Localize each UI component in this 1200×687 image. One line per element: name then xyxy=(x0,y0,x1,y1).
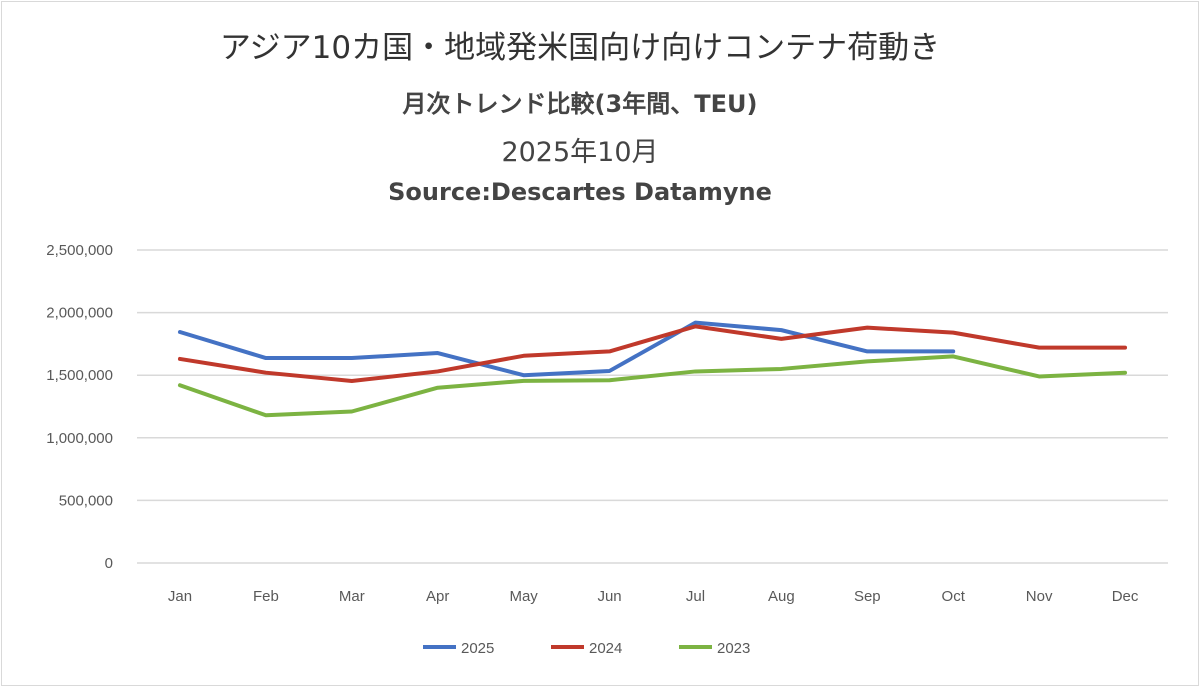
y-tick-label: 0 xyxy=(105,555,113,572)
x-tick-label: Sep xyxy=(854,588,881,605)
x-tick-label: Jul xyxy=(686,588,705,605)
y-tick-label: 1,000,000 xyxy=(46,430,113,447)
series-line-2025 xyxy=(177,320,956,378)
legend-label: 2025 xyxy=(461,640,494,657)
y-tick-label: 2,500,000 xyxy=(46,242,113,259)
series-line-2023 xyxy=(177,354,1128,418)
y-tick-label: 2,000,000 xyxy=(46,305,113,322)
x-tick-label: Oct xyxy=(942,588,966,605)
x-tick-label: Nov xyxy=(1026,588,1053,605)
chart-title: アジア10カ国・地域発米国向け向けコンテナ荷動き xyxy=(219,30,941,66)
x-tick-label: Mar xyxy=(339,588,365,605)
chart-date: 2025年10月 xyxy=(501,137,659,168)
chart-source: Source:Descartes Datamyne xyxy=(388,178,772,206)
x-tick-label: May xyxy=(509,588,538,605)
series-line-2024 xyxy=(177,324,1128,383)
x-tick-label: Jan xyxy=(168,588,192,605)
x-tick-label: Jun xyxy=(597,588,621,605)
legend-label: 2023 xyxy=(717,640,750,657)
x-tick-label: Aug xyxy=(768,588,795,605)
x-tick-label: Apr xyxy=(426,588,449,605)
chart-subtitle: 月次トレンド比較(3年間、TEU) xyxy=(402,90,758,118)
y-tick-label: 1,500,000 xyxy=(46,367,113,384)
x-tick-label: Feb xyxy=(253,588,279,605)
legend-label: 2024 xyxy=(589,640,622,657)
y-tick-label: 500,000 xyxy=(59,492,113,509)
x-tick-label: Dec xyxy=(1112,588,1139,605)
